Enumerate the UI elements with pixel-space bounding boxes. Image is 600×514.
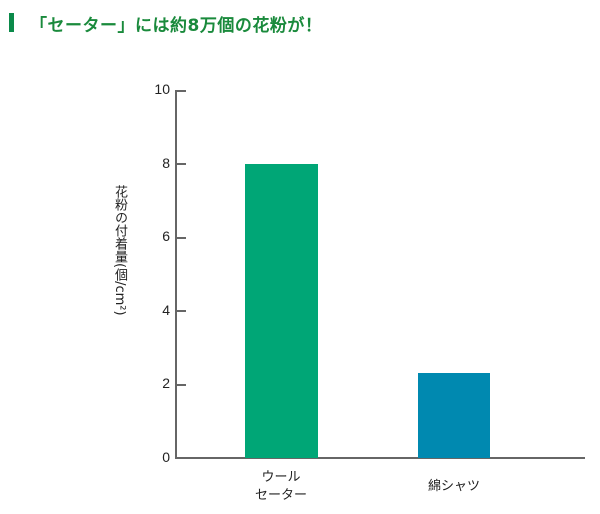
y-tick-label-8: 8 [162, 155, 170, 171]
title-accent-bar [9, 13, 14, 32]
y-tick-6 [177, 237, 186, 239]
chart-title: 「セーター」には約8万個の花粉が！ [30, 16, 323, 36]
y-tick-8 [177, 163, 186, 165]
y-tick-label-0: 0 [162, 449, 170, 465]
x-label-wool-sweater: ウール セーター [254, 470, 307, 503]
y-tick-2 [177, 384, 186, 386]
x-label-cotton-shirt: 綿シャツ [427, 479, 480, 494]
y-tick-label-10: 10 [154, 81, 170, 97]
bar-cotton-shirt [418, 373, 490, 458]
y-tick-label-4: 4 [162, 302, 170, 318]
y-tick-label-2: 2 [162, 375, 170, 391]
bar-wool-sweater [245, 164, 318, 458]
y-tick-10 [177, 90, 186, 92]
y-tick-4 [177, 310, 186, 312]
x-axis [175, 457, 585, 459]
y-axis [175, 90, 177, 459]
y-axis-label: 花粉の付着量(個/cm²) [112, 185, 127, 316]
y-tick-label-6: 6 [162, 228, 170, 244]
